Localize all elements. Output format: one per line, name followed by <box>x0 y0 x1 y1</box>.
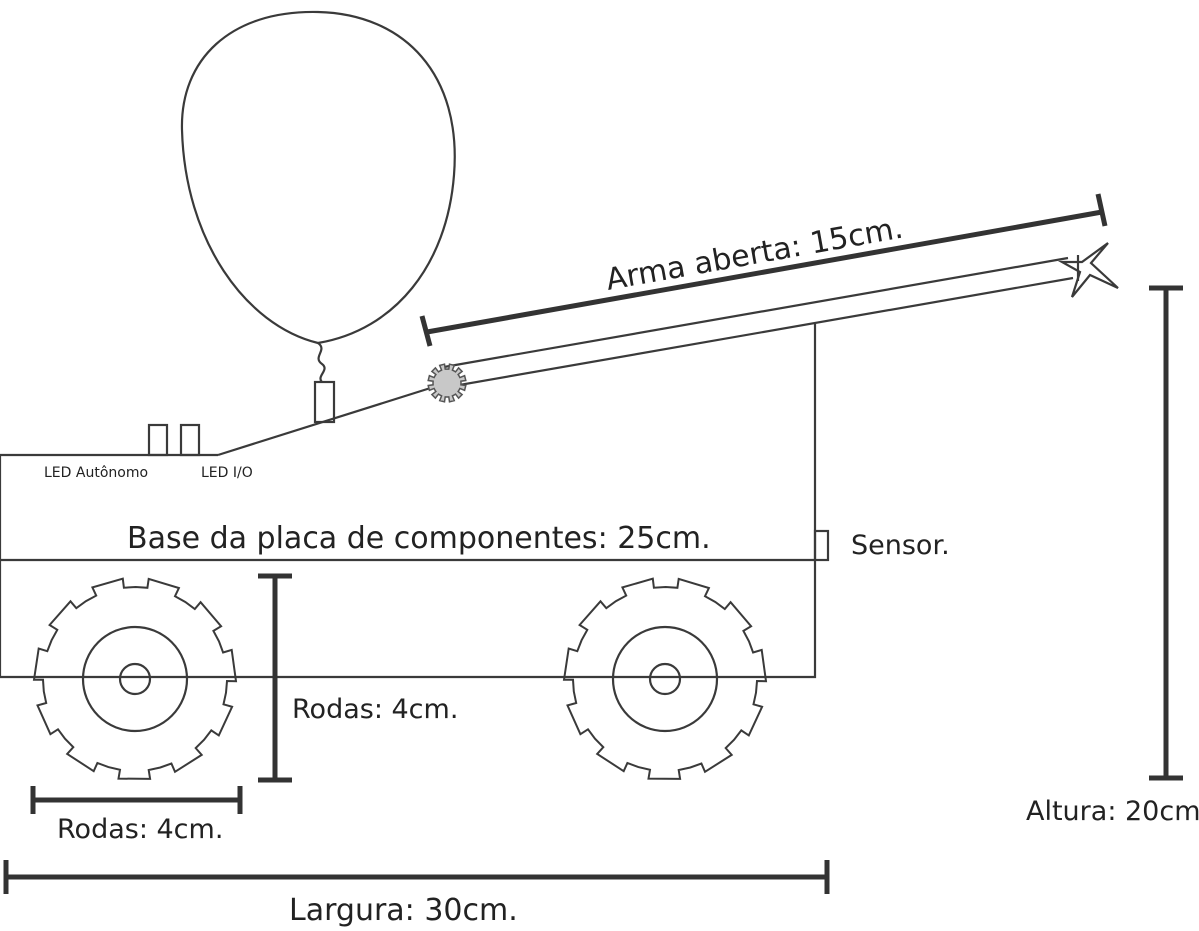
wheel-right <box>562 577 768 780</box>
label-rodas-altura: Rodas: 4cm. <box>292 694 458 725</box>
label-rodas-largura: Rodas: 4cm. <box>57 814 223 845</box>
label-largura: Largura: 30cm. <box>289 893 518 928</box>
wheel-right-rim <box>611 625 719 733</box>
label-led-autonomo: LED Autônomo <box>44 465 148 481</box>
label-altura: Altura: 20cm. <box>1026 796 1199 827</box>
star-tip-icon <box>1057 242 1119 298</box>
arm <box>427 242 1119 403</box>
dimension-largura <box>3 860 830 894</box>
robot-body <box>0 324 830 679</box>
wheel-left-hub <box>118 662 152 696</box>
wheel-left-tire <box>32 577 238 780</box>
dimension-rodas-altura <box>258 573 292 783</box>
sensor-box <box>813 529 830 562</box>
led-io-box <box>179 423 201 457</box>
dimension-arma <box>419 193 1108 347</box>
led-autonomo-box <box>147 423 169 457</box>
gear-body <box>427 363 467 403</box>
dimension-rodas-largura <box>30 786 243 814</box>
label-led-io: LED I/O <box>201 465 253 481</box>
label-base: Base da placa de componentes: 25cm. <box>127 521 711 556</box>
wheel-right-hub <box>648 662 682 696</box>
dimension-altura <box>1149 285 1183 781</box>
wheel-left-rim <box>81 625 189 733</box>
wheel-left <box>32 577 238 780</box>
label-sensor: Sensor. <box>851 530 950 561</box>
wheel-right-tire <box>562 577 768 780</box>
balloon <box>180 10 456 424</box>
gear-icon <box>427 363 467 403</box>
